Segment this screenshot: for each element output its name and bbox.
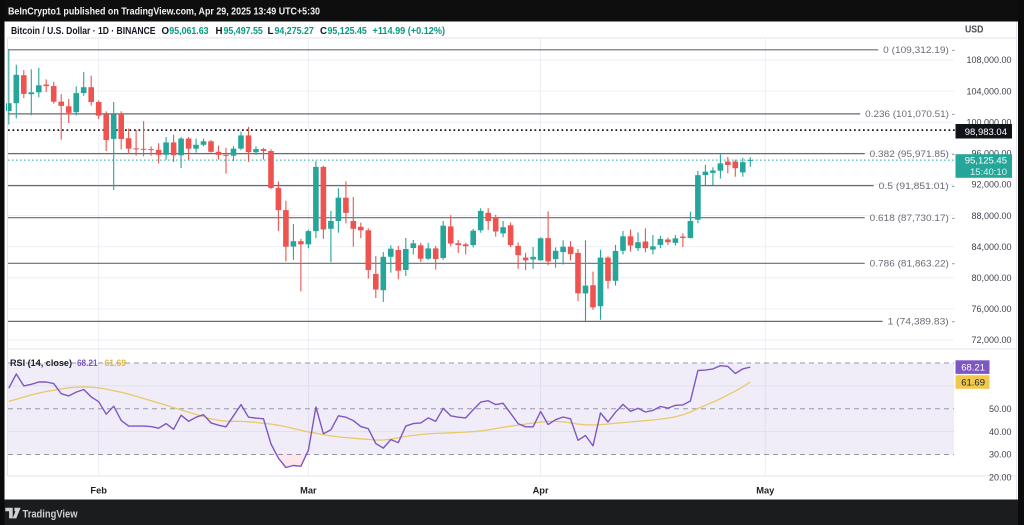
svg-text:L: L xyxy=(268,26,274,37)
svg-text:H: H xyxy=(216,26,223,37)
svg-text:61.69: 61.69 xyxy=(961,377,985,388)
svg-text:0.236 (101,070.51) -: 0.236 (101,070.51) - xyxy=(865,109,955,120)
svg-text:0.382 (95,971.85) -: 0.382 (95,971.85) - xyxy=(870,149,955,160)
svg-text:94,275.27: 94,275.27 xyxy=(275,26,314,37)
svg-text:68.21: 68.21 xyxy=(77,357,98,368)
svg-text:95,125.45: 95,125.45 xyxy=(965,156,1007,167)
svg-text:68.21: 68.21 xyxy=(961,363,985,374)
svg-text:50.00: 50.00 xyxy=(989,404,1012,414)
svg-text:100,000.00: 100,000.00 xyxy=(966,117,1011,127)
svg-text:72,000.00: 72,000.00 xyxy=(971,335,1011,345)
svg-text:TradingView: TradingView xyxy=(23,509,78,521)
svg-text:0 (109,312.19) -: 0 (109,312.19) - xyxy=(883,45,955,56)
svg-text:15:40:10: 15:40:10 xyxy=(970,167,1007,178)
svg-text:RSI (14, close): RSI (14, close) xyxy=(10,357,72,368)
svg-text:95,125.45: 95,125.45 xyxy=(328,26,368,37)
svg-text:92,000.00: 92,000.00 xyxy=(971,180,1011,190)
svg-text:0.618 (87,730.17) -: 0.618 (87,730.17) - xyxy=(870,213,955,224)
svg-text:104,000.00: 104,000.00 xyxy=(966,86,1011,96)
svg-text:98,983.04: 98,983.04 xyxy=(965,127,1007,138)
svg-text:BeInCrypto1 published on Tradi: BeInCrypto1 published on TradingView.com… xyxy=(8,6,320,17)
svg-text:1 (74,389.83) -: 1 (74,389.83) - xyxy=(888,317,955,328)
svg-text:95,061.63: 95,061.63 xyxy=(169,26,209,37)
svg-text:61.69: 61.69 xyxy=(105,357,127,368)
svg-text:C: C xyxy=(320,26,327,37)
svg-text:95,497.55: 95,497.55 xyxy=(224,26,264,37)
svg-text:88,000.00: 88,000.00 xyxy=(971,211,1011,221)
svg-text:30.00: 30.00 xyxy=(989,450,1012,460)
svg-text:Apr: Apr xyxy=(533,486,549,496)
svg-text:80,000.00: 80,000.00 xyxy=(971,273,1011,283)
svg-text:Mar: Mar xyxy=(300,486,317,496)
svg-text:84,000.00: 84,000.00 xyxy=(971,242,1011,252)
svg-text:USD: USD xyxy=(965,25,983,36)
svg-text:+114.99 (+0.12%): +114.99 (+0.12%) xyxy=(373,26,446,37)
svg-text:76,000.00: 76,000.00 xyxy=(971,304,1011,314)
svg-text:Feb: Feb xyxy=(90,486,107,496)
svg-text:May: May xyxy=(756,486,775,496)
svg-text:Bitcoin / U.S. Dollar · 1D · B: Bitcoin / U.S. Dollar · 1D · BINANCE xyxy=(11,26,156,37)
svg-text:O: O xyxy=(162,26,170,37)
svg-text:20.00: 20.00 xyxy=(989,473,1012,483)
svg-text:40.00: 40.00 xyxy=(989,427,1012,437)
svg-text:108,000.00: 108,000.00 xyxy=(966,55,1011,65)
svg-text:96,000.00: 96,000.00 xyxy=(971,149,1011,159)
svg-text:0.5 (91,851.01) -: 0.5 (91,851.01) - xyxy=(879,181,955,192)
svg-text:0.786 (81,863.22) -: 0.786 (81,863.22) - xyxy=(870,259,955,270)
